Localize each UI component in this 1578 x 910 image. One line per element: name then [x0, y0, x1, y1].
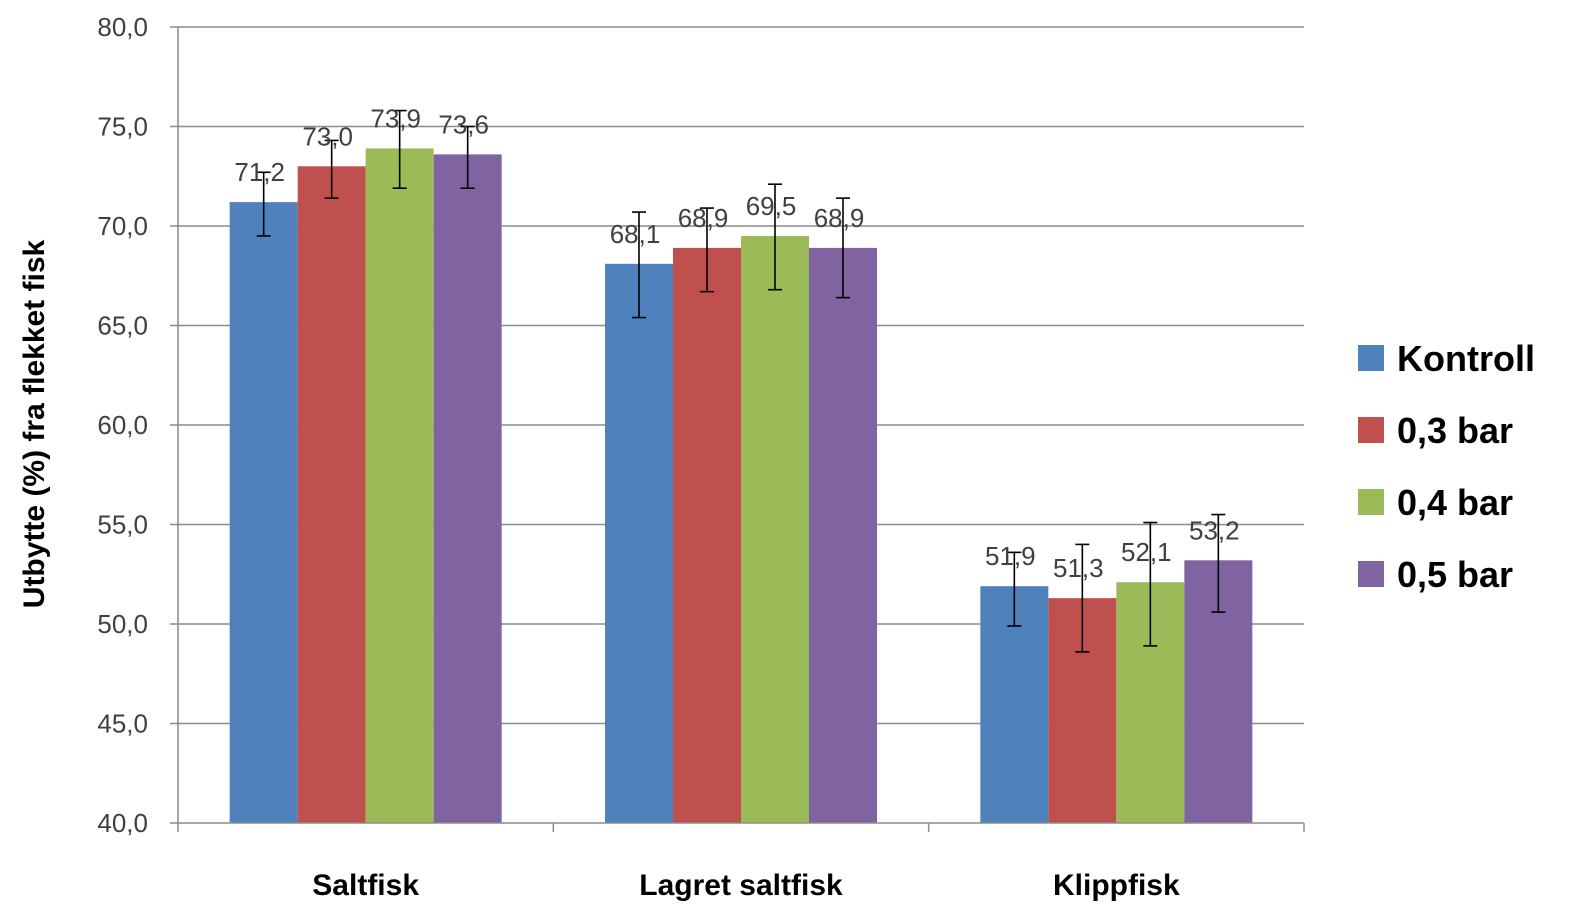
axes: 40,0 45,0 50,0 55,0 60,0 65,0 70,0 75,0 80,0 Salt… [97, 12, 1305, 902]
y-tick-label: 40,0 [97, 808, 148, 838]
legend-label: 0,5 bar [1397, 554, 1513, 595]
category-label: Klippfisk [1053, 869, 1180, 902]
bar [365, 148, 434, 823]
legend-swatch [1358, 489, 1384, 515]
bar [297, 166, 366, 824]
data-label: 68,1 [610, 219, 661, 249]
data-label: 73,6 [438, 109, 489, 139]
bar [229, 202, 298, 823]
bars [229, 148, 1253, 824]
data-label: 73,0 [302, 121, 353, 151]
data-label: 53,2 [1189, 515, 1240, 545]
bar [433, 154, 502, 824]
bar [741, 235, 809, 823]
legend-swatch [1358, 345, 1384, 371]
data-label: 73,9 [370, 103, 421, 133]
legend-label: Kontroll [1397, 338, 1535, 379]
y-tick-label: 60,0 [97, 410, 148, 440]
y-tick-label: 65,0 [97, 311, 148, 341]
bar [605, 263, 673, 823]
y-tick-label: 70,0 [97, 211, 148, 241]
category-label: Saltfisk [312, 869, 419, 902]
legend-label: 0,4 bar [1397, 482, 1513, 523]
data-label: 68,9 [678, 203, 729, 233]
legend-swatch [1358, 417, 1384, 443]
data-label: 71,2 [234, 157, 285, 187]
data-labels: 71,2 73,0 73,9 73,6 68,1 68,9 69,5 68,9 51,9 51,3… [234, 103, 1239, 583]
data-label: 51,3 [1053, 553, 1104, 583]
data-label: 52,1 [1121, 537, 1172, 567]
y-tick-label: 75,0 [97, 112, 148, 142]
y-axis-label: Utbytte (%) fra flekket fisk [18, 239, 51, 608]
y-tick-label: 55,0 [97, 510, 148, 540]
legend: Kontroll 0,3 bar 0,4 bar 0,5 bar [1358, 338, 1535, 595]
error-bars [256, 109, 1226, 653]
y-tick-label: 45,0 [97, 709, 148, 739]
legend-label: 0,3 bar [1397, 410, 1513, 451]
y-tick-label: 50,0 [97, 609, 148, 639]
y-tick-label: 80,0 [97, 12, 148, 42]
data-label: 69,5 [746, 191, 797, 221]
data-label: 68,9 [814, 203, 865, 233]
category-label: Lagret saltfisk [639, 869, 843, 902]
bar [673, 247, 741, 823]
data-label: 51,9 [985, 541, 1036, 571]
bar [809, 247, 877, 823]
legend-swatch [1358, 561, 1384, 587]
